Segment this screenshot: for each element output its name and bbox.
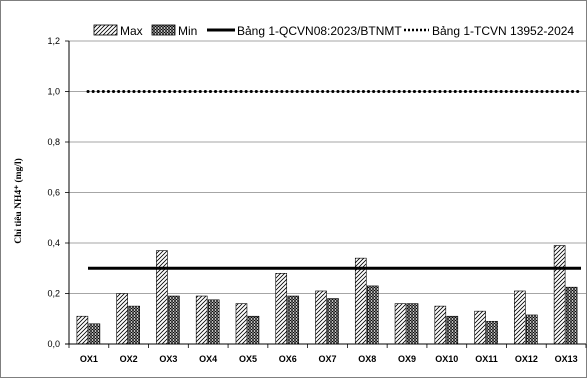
y-tick-labels: 0,0 0,2 0,4 0,6 0,8 1,0 1,2 — [47, 36, 60, 349]
bar-min-ox11 — [486, 320, 498, 345]
legend: Max Min Bảng 1-QCVN08:2023/BTNMT Bảng 1-… — [93, 24, 574, 38]
legend-label-min: Min — [178, 24, 197, 38]
bar-min-ox8 — [366, 285, 379, 345]
bar-max-ox5 — [235, 303, 248, 345]
bar-max-ox10 — [434, 305, 447, 345]
bar-max-ox3 — [156, 250, 168, 345]
bar-max-ox9 — [394, 303, 407, 345]
legend-label-tcvn: Bảng 1-TCVN 13952-2024 — [432, 24, 574, 38]
axes — [65, 41, 587, 348]
bar-max-ox12 — [514, 290, 526, 345]
x-tick-label: OX11 — [475, 354, 498, 364]
bar-min-ox7 — [327, 298, 339, 345]
bar-max-ox13 — [553, 245, 566, 345]
legend-label-max: Max — [120, 24, 143, 38]
x-tick-label: OX7 — [318, 354, 336, 364]
bar-max-ox2 — [116, 293, 128, 345]
bar-min-ox12 — [526, 314, 538, 345]
x-tick-label: OX12 — [515, 354, 538, 364]
x-tick-label: OX1 — [80, 354, 98, 364]
bar-max-ox4 — [195, 295, 208, 345]
x-tick-label: OX2 — [120, 354, 138, 364]
x-tick-label: OX6 — [279, 354, 297, 364]
x-tick-label: OX4 — [199, 354, 217, 364]
bar-max-ox7 — [315, 290, 327, 345]
y-tick-label: 0,4 — [47, 238, 60, 248]
bar-min-ox2 — [128, 305, 140, 345]
x-tick-label: OX10 — [435, 354, 458, 364]
x-tick-label: OX8 — [358, 354, 376, 364]
reference-lines — [86, 90, 583, 270]
bar-max-ox6 — [275, 272, 288, 345]
y-tick-label: 0,0 — [47, 339, 60, 349]
y-tick-label: 1,2 — [47, 36, 60, 46]
bar-min-ox10 — [446, 315, 459, 345]
bar-min-ox9 — [406, 303, 419, 345]
x-tick-labels: OX1 OX2 OX3 OX4 OX5 OX6 OX7 OX8 OX9 OX10 OX11 OX12 O… — [80, 354, 578, 364]
legend-swatch-min — [151, 24, 176, 36]
bar-min-ox4 — [207, 299, 220, 345]
legend-label-qcvn: Bảng 1-QCVN08:2023/BTNMT — [237, 24, 402, 38]
x-tick-label: OX13 — [555, 354, 578, 364]
y-tick-label: 0,6 — [47, 188, 60, 198]
bar-min-ox1 — [88, 323, 101, 345]
bar-min-ox6 — [287, 295, 300, 345]
legend-swatch-max — [93, 24, 118, 36]
y-tick-label: 0,8 — [47, 137, 60, 147]
bar-max-ox11 — [474, 310, 486, 345]
bar-min-ox13 — [565, 286, 578, 345]
bar-min-ox3 — [168, 295, 180, 345]
bar-max-ox1 — [76, 315, 89, 345]
x-tick-label: OX3 — [159, 354, 177, 364]
bar-max-ox8 — [354, 257, 367, 345]
y-axis-label: Chỉ tiêu NH4⁺ (mg/l) — [13, 158, 24, 244]
y-tick-label: 0,2 — [47, 289, 60, 299]
x-tick-label: OX5 — [239, 354, 257, 364]
bar-min-ox5 — [247, 315, 260, 345]
x-tick-label: OX9 — [398, 354, 416, 364]
bars — [76, 245, 578, 345]
y-tick-label: 1,0 — [47, 87, 60, 97]
